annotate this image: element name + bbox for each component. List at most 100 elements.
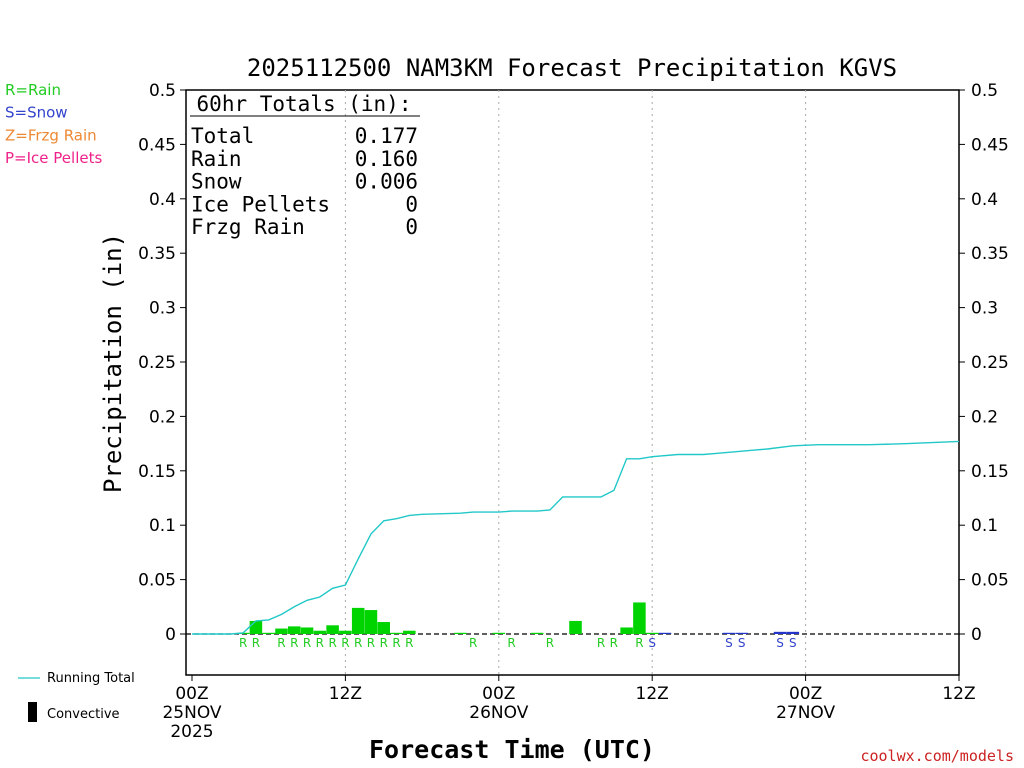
type-marker-5h: R — [252, 636, 260, 650]
bar-precip-17h — [403, 630, 416, 634]
type-marker-36h: S — [648, 636, 656, 650]
ytick-label-left: 0.25 — [138, 353, 176, 373]
xtick-label-0h-2: 2025 — [170, 722, 213, 742]
bar-precip-21h — [454, 632, 467, 634]
ytick-label-left: 0.45 — [138, 135, 176, 155]
ytick-label-right: 0.1 — [971, 516, 998, 536]
precip-type-legend: R=Rain S=Snow Z=Frzg Rain P=Ice Pellets — [5, 81, 102, 167]
ytick-label-right: 0.15 — [971, 462, 1009, 482]
convective-legend-swatch — [28, 702, 37, 722]
ytick-label-left: 0.5 — [149, 81, 176, 101]
type-marker-15h: R — [380, 636, 388, 650]
ytick-label-right: 0.3 — [971, 299, 998, 319]
ytick-label-right: 0.4 — [971, 190, 998, 210]
bar-precip-36h — [645, 632, 659, 634]
totals-value-3: 0 — [405, 192, 418, 216]
bar-snow-43h — [735, 632, 748, 634]
xtick-label-0h-1: 25NOV — [162, 703, 221, 723]
type-marker-33h: R — [610, 636, 618, 650]
type-marker-22h: R — [469, 636, 477, 650]
bar-precip-7h — [275, 628, 288, 634]
totals-value-4: 0 — [405, 215, 418, 239]
ytick-label-left: 0.3 — [149, 299, 176, 319]
ytick-label-left: 0.4 — [149, 190, 176, 210]
vertical-gridlines — [344, 90, 807, 675]
ytick-label-left: 0.35 — [138, 244, 176, 264]
xtick-label-24h-0: 00Z — [482, 684, 515, 704]
type-marker-12h: R — [341, 636, 349, 650]
legend-type-2: Z=Frzg Rain — [5, 126, 97, 144]
bar-snow-42h — [722, 632, 736, 634]
ytick-label-left: 0 — [165, 625, 176, 645]
bar-precip-5h — [249, 620, 263, 634]
type-marker-25h: R — [507, 636, 515, 650]
bar-snow-47h — [786, 631, 800, 634]
bar-precip-35h — [633, 602, 646, 634]
xtick-label-48h-0: 00Z — [789, 684, 822, 704]
series-legend: Running Total Convective — [18, 671, 135, 722]
bar-precip-27h — [530, 632, 544, 634]
watermark: coolwx.com/models — [860, 747, 1014, 765]
ytick-label-right: 0.45 — [971, 135, 1009, 155]
totals-value-1: 0.160 — [355, 147, 418, 171]
bar-precip-15h — [377, 622, 391, 634]
type-marker-47h: S — [789, 636, 797, 650]
xtick-label-48h-1: 27NOV — [776, 703, 835, 723]
bar-precip-34h — [620, 627, 633, 634]
running-total-layer — [192, 440, 960, 635]
totals-label-0: Total — [191, 124, 254, 148]
legend-type-0: R=Rain — [5, 81, 61, 99]
type-marker-9h: R — [303, 636, 311, 650]
type-marker-42h: S — [725, 636, 733, 650]
bar-precip-9h — [300, 627, 314, 634]
bar-snow-37h — [658, 632, 672, 634]
type-marker-13h: R — [354, 636, 362, 650]
bar-precip-30h — [569, 620, 582, 634]
totals-value-0: 0.177 — [355, 124, 418, 148]
ytick-label-right: 0 — [971, 625, 982, 645]
type-marker-10h: R — [316, 636, 324, 650]
totals-label-2: Snow — [191, 170, 242, 194]
type-marker-7h: R — [277, 636, 285, 650]
ytick-label-left: 0.05 — [138, 571, 176, 591]
type-marker-35h: R — [635, 636, 643, 650]
type-marker-28h: R — [546, 636, 554, 650]
y-axis-right: 0.5 0.45 0.4 0.35 0.3 0.25 0.2 0.15 0.1 0.05 0 — [959, 81, 1009, 645]
xtick-label-24h-1: 26NOV — [469, 703, 528, 723]
totals-rows: Total 0.177 Rain 0.160 Snow 0.006 Ice Pellets 0… — [191, 124, 418, 239]
x-axis-label: Forecast Time (UTC) — [369, 735, 655, 764]
xtick-label-0h-0: 00Z — [175, 684, 208, 704]
totals-label-1: Rain — [191, 147, 242, 171]
ytick-label-right: 0.2 — [971, 407, 998, 427]
bar-precip-6h — [262, 632, 275, 634]
bar-precip-12h — [339, 630, 352, 634]
plot-frame — [185, 89, 960, 676]
bar-snow-46h — [773, 631, 787, 634]
y-axis-label: Precipitation (in) — [99, 233, 127, 493]
xtick-label-12h-0: 12Z — [329, 684, 362, 704]
hourly-bars — [236, 602, 800, 634]
totals-header: 60hr Totals (in): — [197, 92, 412, 116]
ytick-label-right: 0.35 — [971, 244, 1009, 264]
bar-precip-10h — [313, 630, 327, 634]
legend-type-1: S=Snow — [5, 104, 68, 122]
running-total-line — [192, 440, 960, 635]
chart-title: 2025112500 NAM3KM Forecast Precipitation… — [247, 54, 897, 82]
ytick-label-right: 0.25 — [971, 353, 1009, 373]
type-marker-4h: R — [239, 636, 247, 650]
bar-precip-8h — [288, 626, 301, 634]
totals-value-2: 0.006 — [355, 170, 418, 194]
bar-precip-11h — [326, 625, 339, 634]
bar-precip-24h — [492, 632, 506, 634]
type-marker-32h: R — [597, 636, 605, 650]
legend-type-3: P=Ice Pellets — [5, 149, 102, 167]
ytick-label-left: 0.2 — [149, 407, 176, 427]
type-marker-11h: R — [328, 636, 336, 650]
bar-precip-13h — [351, 607, 365, 634]
totals-label-3: Ice Pellets — [191, 192, 330, 216]
type-marker-43h: S — [738, 636, 746, 650]
bar-precip-14h — [364, 610, 378, 634]
